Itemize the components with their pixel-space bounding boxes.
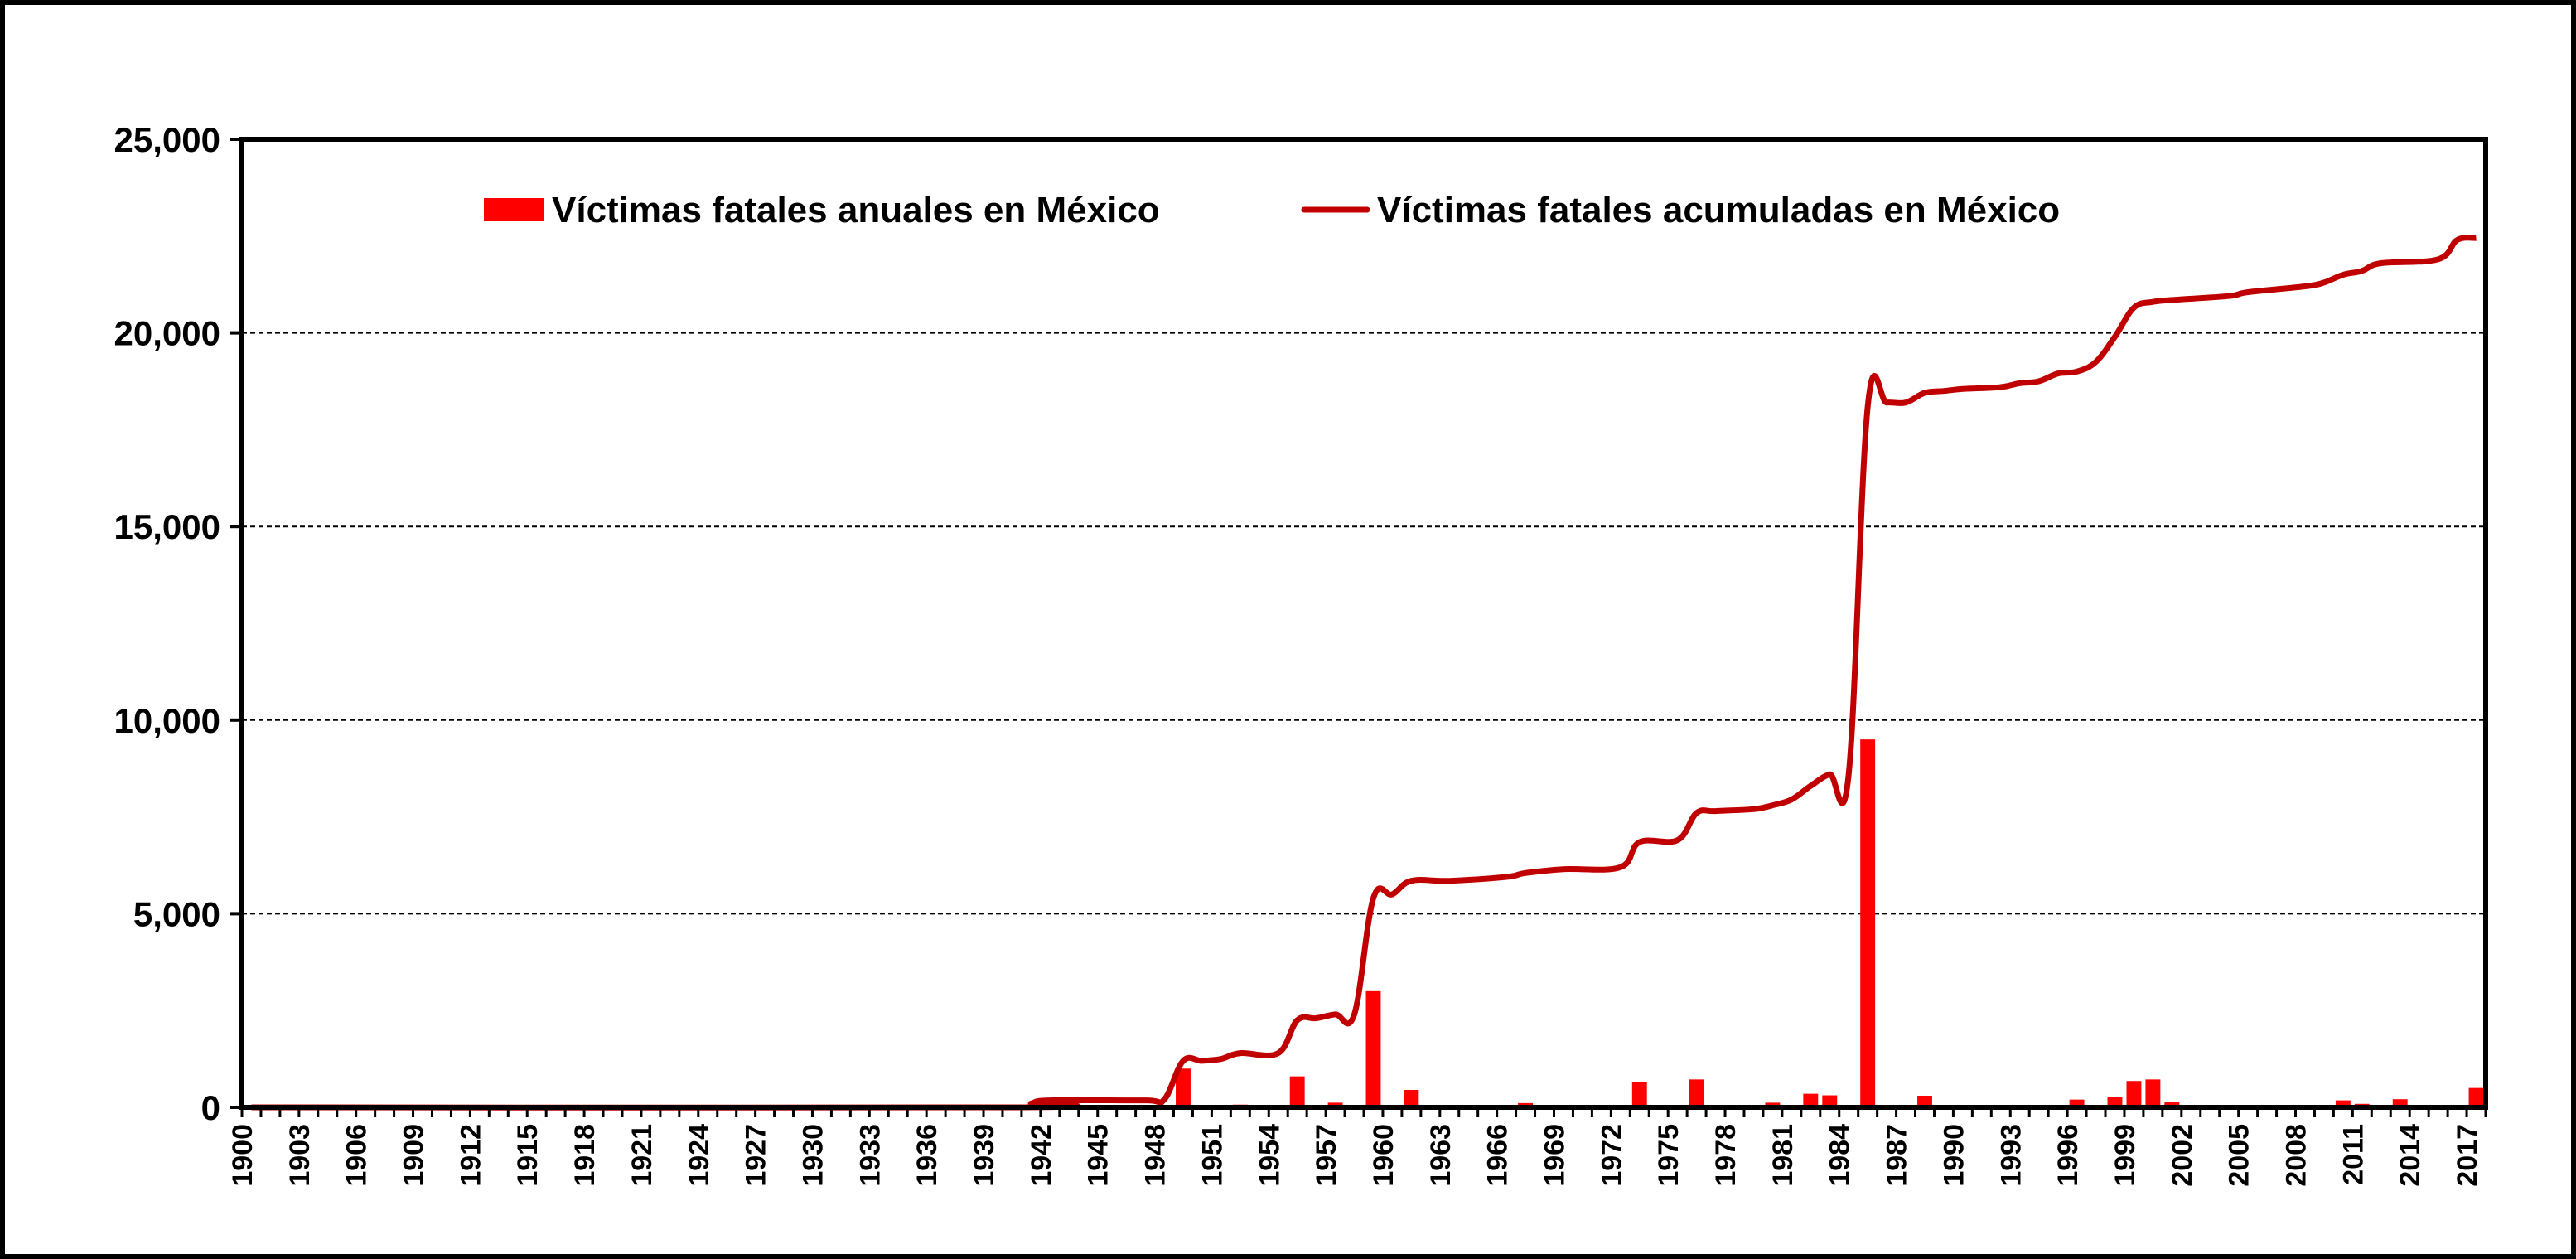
gridlines <box>242 332 2486 915</box>
legend-line-label: Víctimas fatales acumuladas en México <box>1377 190 2060 230</box>
x-tick-label: 2008 <box>2281 1124 2313 1187</box>
cumulative-line <box>251 235 2477 1111</box>
legend-bar-swatch <box>484 198 544 221</box>
x-tick-label: 1936 <box>911 1124 943 1187</box>
x-tick-label: 1951 <box>1196 1124 1228 1187</box>
x-tick-label: 1921 <box>626 1124 658 1187</box>
x-tick-label: 1945 <box>1083 1124 1114 1187</box>
y-tick-label: 15,000 <box>114 507 220 546</box>
bar-1961 <box>1404 1089 1419 1107</box>
x-tick-label: 1915 <box>512 1124 544 1187</box>
bar-2013 <box>2392 1099 2408 1107</box>
legend-bar-label: Víctimas fatales anuales en México <box>552 190 1160 230</box>
bar-1998 <box>2107 1097 2123 1107</box>
bar-1999 <box>2126 1081 2142 1107</box>
x-tick-label: 1960 <box>1368 1124 1399 1187</box>
x-tick-label: 1999 <box>2110 1124 2141 1187</box>
x-tick-label: 2002 <box>2167 1124 2198 1187</box>
x-tick-label: 1900 <box>227 1124 259 1187</box>
x-tick-label: 1975 <box>1653 1124 1684 1187</box>
x-tick-label: 1918 <box>569 1124 601 1187</box>
x-tick-label: 1981 <box>1767 1124 1799 1187</box>
x-tick-label: 1942 <box>1026 1124 1057 1187</box>
x-tick-label: 1906 <box>341 1124 373 1187</box>
bar-series <box>1176 739 2484 1107</box>
x-tick-label: 2005 <box>2224 1124 2255 1187</box>
bar-1988 <box>1917 1095 1932 1107</box>
x-tick-label: 1939 <box>969 1124 1000 1187</box>
bar-1976 <box>1689 1079 1704 1107</box>
y-tick-label: 10,000 <box>114 701 220 740</box>
bar-1959 <box>1365 990 1381 1107</box>
bar-2001 <box>2164 1102 2180 1107</box>
y-axis-ticks: 0 5,000 10,000 15,000 20,000 25,000 <box>114 120 242 1127</box>
x-tick-label: 1993 <box>1995 1124 2027 1187</box>
x-tick-label: 1990 <box>1938 1124 1969 1187</box>
x-tick-label: 1996 <box>2052 1124 2084 1187</box>
x-tick-label: 1930 <box>797 1124 829 1187</box>
y-tick-label: 0 <box>201 1088 220 1127</box>
y-tick-label: 20,000 <box>114 314 220 353</box>
bar-1983 <box>1822 1095 1838 1107</box>
x-tick-label: 1969 <box>1539 1124 1570 1187</box>
x-tick-label: 1933 <box>854 1124 886 1187</box>
x-tick-label: 1909 <box>399 1124 430 1187</box>
line-series <box>251 235 2477 1111</box>
x-tick-label: 2017 <box>2452 1124 2483 1187</box>
bar-2017 <box>2468 1087 2484 1107</box>
x-tick-label: 1972 <box>1596 1124 1627 1187</box>
x-tick-label: 1912 <box>455 1124 486 1187</box>
bar-2010 <box>2335 1100 2351 1107</box>
bar-2000 <box>2145 1079 2161 1107</box>
bar-1985 <box>1860 739 1876 1107</box>
x-tick-label: 1954 <box>1254 1124 1285 1187</box>
x-tick-label: 1963 <box>1425 1124 1457 1187</box>
x-tick-label: 2014 <box>2395 1124 2426 1187</box>
bar-1996 <box>2069 1099 2085 1107</box>
y-tick-label: 5,000 <box>133 894 220 933</box>
x-tick-label: 1927 <box>741 1124 772 1187</box>
x-tick-label: 1978 <box>1710 1124 1742 1187</box>
bar-1973 <box>1631 1082 1647 1107</box>
x-tick-label: 1903 <box>284 1124 316 1187</box>
y-tick-label: 25,000 <box>114 120 220 159</box>
x-tick-label: 1924 <box>684 1124 715 1187</box>
bar-1982 <box>1803 1093 1819 1107</box>
x-tick-label: 1966 <box>1482 1124 1514 1187</box>
bar-1955 <box>1289 1076 1305 1107</box>
x-tick-label: 1948 <box>1140 1124 1172 1187</box>
x-tick-label: 1957 <box>1311 1124 1342 1187</box>
x-tick-label: 1987 <box>1882 1124 1913 1187</box>
bar-1949 <box>1176 1068 1191 1107</box>
x-tick-label: 2011 <box>2337 1124 2369 1185</box>
legend: Víctimas fatales anuales en México Vícti… <box>484 190 2060 230</box>
x-tick-label: 1984 <box>1824 1124 1856 1187</box>
x-axis-ticks: 1900 1903 1906 1909 1912 1915 1918 1921 1924 1927… <box>227 1107 2487 1187</box>
